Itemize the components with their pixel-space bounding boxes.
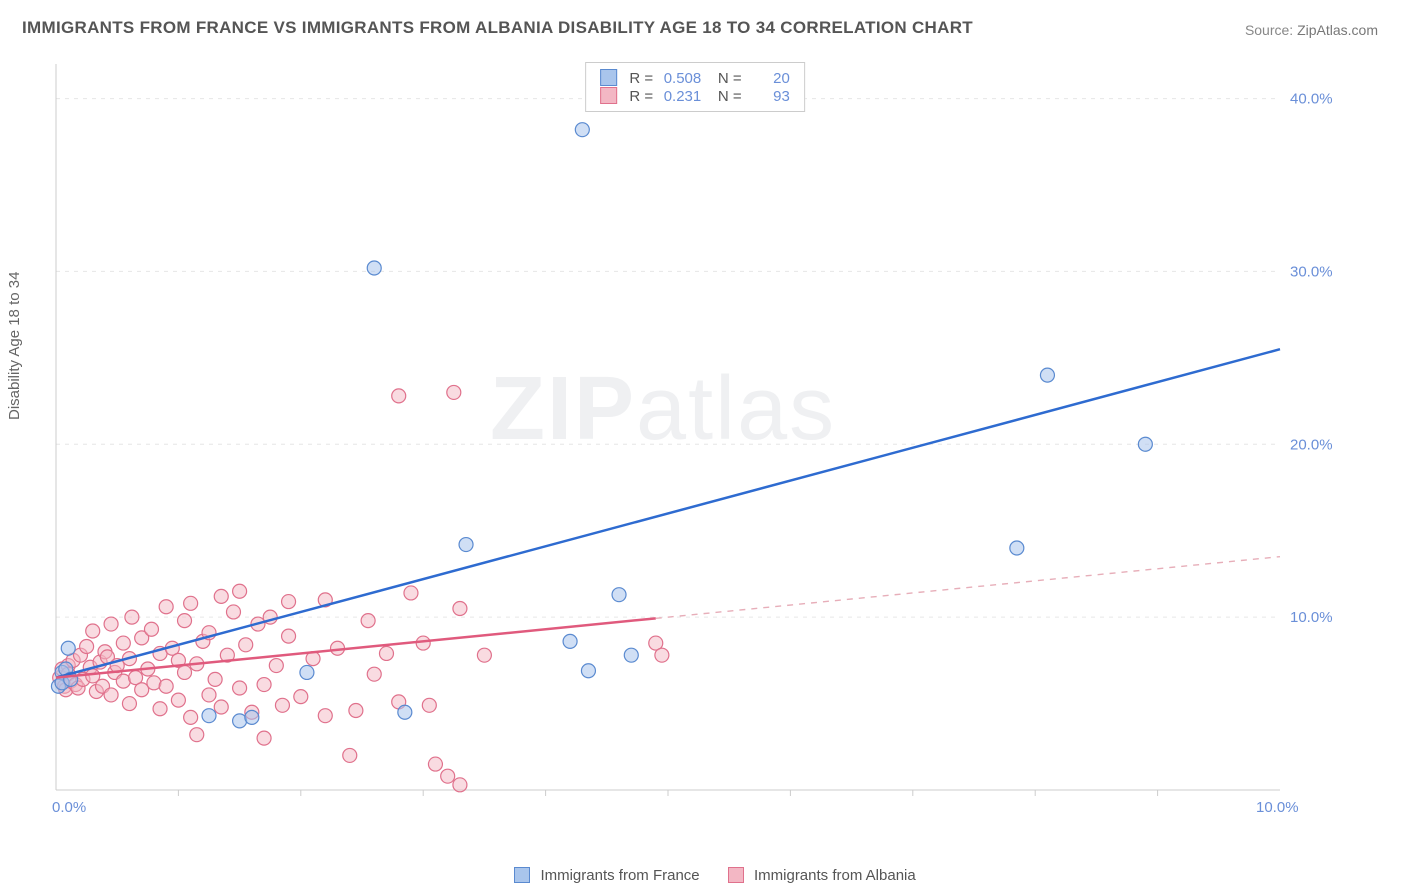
legend-swatch-france [514,867,530,883]
legend-r-value-france: 0.508 [657,70,701,87]
legend-swatch-albania [728,867,744,883]
svg-text:40.0%: 40.0% [1290,91,1333,108]
stats-legend-row: R = 0.508 N = 20 [600,69,790,87]
legend-swatch-france [600,69,617,86]
legend-label-france: Immigrants from France [540,867,699,884]
chart-title: IMMIGRANTS FROM FRANCE VS IMMIGRANTS FRO… [22,18,973,38]
legend-swatch-albania [600,87,617,104]
stats-legend: R = 0.508 N = 20 R = 0.231 N = 93 [585,62,805,112]
svg-text:10.0%: 10.0% [1290,609,1333,626]
source-label-text: Source: [1245,22,1293,38]
chart-svg: 10.0% 20.0% 30.0% 40.0% 0.0% 10.0% [50,58,1340,818]
legend-label-albania: Immigrants from Albania [754,867,916,884]
source-label: Source: ZipAtlas.com [1245,22,1378,38]
y-axis-label: Disability Age 18 to 34 [6,272,23,420]
chart-plot-area: 10.0% 20.0% 30.0% 40.0% 0.0% 10.0% R = 0.508 … [50,58,1340,818]
svg-text:10.0%: 10.0% [1256,799,1299,816]
legend-n-value-france: 20 [746,70,790,87]
svg-text:20.0%: 20.0% [1290,436,1333,453]
legend-n-label: N = [718,88,742,105]
legend-r-label: R = [629,88,653,105]
series-legend: Immigrants from France Immigrants from A… [0,867,1406,884]
legend-n-label: N = [718,70,742,87]
legend-n-value-albania: 93 [746,88,790,105]
legend-r-value-albania: 0.231 [657,88,701,105]
svg-text:0.0%: 0.0% [52,799,86,816]
stats-legend-row: R = 0.231 N = 93 [600,87,790,105]
source-value: ZipAtlas.com [1297,22,1378,38]
legend-r-label: R = [629,70,653,87]
svg-text:30.0%: 30.0% [1290,263,1333,280]
